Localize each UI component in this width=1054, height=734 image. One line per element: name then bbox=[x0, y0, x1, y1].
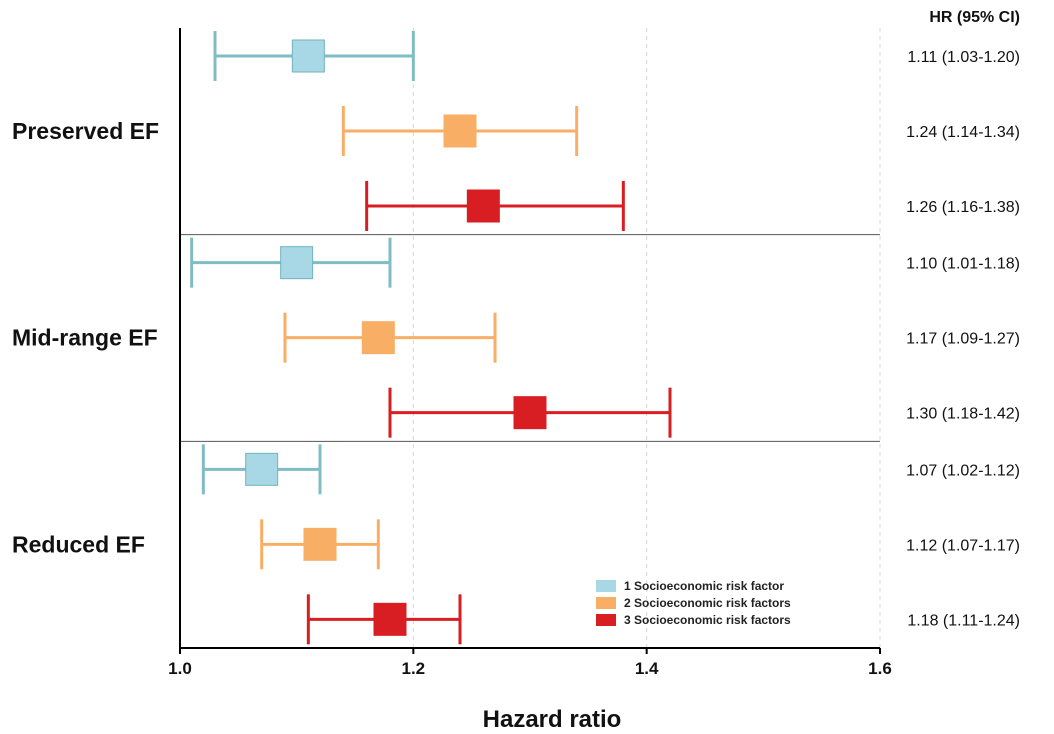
hr-point bbox=[466, 189, 500, 223]
hr-value-text: 1.30 (1.18-1.42) bbox=[906, 406, 1020, 423]
legend-swatch bbox=[596, 580, 616, 592]
hr-column-header: HR (95% CI) bbox=[929, 9, 1020, 26]
x-axis bbox=[179, 28, 880, 649]
hr-point bbox=[361, 321, 395, 355]
group-labels: Preserved EF Mid-range EF Reduced EF bbox=[12, 118, 159, 557]
group-label: Preserved EF bbox=[12, 118, 159, 144]
x-axis-title: Hazard ratio bbox=[483, 706, 622, 733]
hr-point bbox=[303, 527, 337, 561]
hr-point bbox=[443, 114, 477, 148]
hr-value-text: 1.07 (1.02-1.12) bbox=[906, 462, 1020, 479]
hr-value-text: 1.10 (1.01-1.18) bbox=[906, 256, 1020, 273]
hr-point bbox=[291, 39, 325, 73]
hr-value-text: 1.11 (1.03-1.20) bbox=[907, 49, 1020, 66]
group-label: Reduced EF bbox=[12, 531, 145, 557]
hr-value-text: 1.17 (1.09-1.27) bbox=[906, 331, 1020, 348]
hr-point bbox=[373, 602, 407, 636]
legend-swatch bbox=[596, 614, 616, 626]
hr-point bbox=[513, 396, 547, 430]
hr-value-text: 1.12 (1.07-1.17) bbox=[906, 537, 1020, 554]
legend-label: 3 Socioeconomic risk factors bbox=[624, 613, 791, 627]
hr-value-text: 1.18 (1.11-1.24) bbox=[907, 612, 1020, 629]
hr-value-text: 1.26 (1.16-1.38) bbox=[906, 199, 1020, 216]
legend: 1 Socioeconomic risk factor 2 Socioeconom… bbox=[596, 579, 791, 627]
x-tick-label: 1.4 bbox=[635, 659, 659, 678]
x-tick-label: 1.2 bbox=[402, 659, 426, 678]
legend-swatch bbox=[596, 597, 616, 609]
forest-marks bbox=[190, 31, 672, 645]
legend-label: 1 Socioeconomic risk factor bbox=[624, 579, 784, 593]
group-label: Mid-range EF bbox=[12, 325, 158, 351]
hr-column: HR (95% CI) 1.11 (1.03-1.20) 1.24 (1.14-1… bbox=[906, 9, 1020, 629]
x-ticks: 1.0 1.2 1.4 1.6 bbox=[168, 648, 892, 678]
legend-label: 2 Socioeconomic risk factors bbox=[624, 596, 791, 610]
hr-point bbox=[280, 246, 314, 280]
hr-point bbox=[245, 452, 279, 486]
x-tick-label: 1.6 bbox=[868, 659, 892, 678]
group-separators bbox=[180, 234, 880, 442]
hr-value-text: 1.24 (1.14-1.34) bbox=[906, 124, 1020, 141]
x-tick-label: 1.0 bbox=[168, 659, 192, 678]
